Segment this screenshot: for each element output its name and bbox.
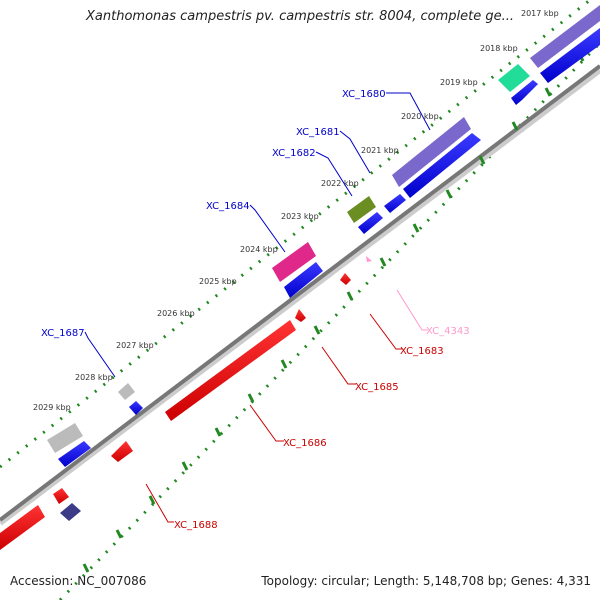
tick-label: 2029 kbp [33, 403, 71, 412]
tick-label: 2018 kbp [480, 44, 518, 53]
backbone [0, 64, 600, 522]
tick-label: 2017 kbp [521, 9, 559, 18]
feature-purple-XC_1680[interactable] [392, 117, 471, 187]
gene-label-XC_1685: XC_1685 [355, 382, 399, 393]
gene-labels: XC_1680 XC_1681 XC_1682 XC_1684 XC_1687 … [41, 89, 470, 531]
backbone-shadow [0, 67, 600, 526]
tick-label: 2020 kbp [401, 112, 439, 121]
tick-label: 2021 kbp [361, 146, 399, 155]
cds-forward[interactable] [58, 441, 91, 467]
cds-forward[interactable] [540, 28, 600, 83]
cds-reverse[interactable] [295, 309, 306, 322]
feature-olive[interactable] [347, 196, 376, 223]
tick-label: 2026 kbp [157, 309, 195, 318]
inner-ring-ticks [82, 52, 585, 573]
gene-label-XC_1688: XC_1688 [174, 520, 218, 531]
gene-label-XC_1686: XC_1686 [283, 438, 327, 449]
tick-labels: 2017 kbp 2018 kbp 2019 kbp 2020 kbp 2021… [33, 9, 559, 412]
feature-grey[interactable] [47, 423, 83, 453]
genome-summary: Topology: circular; Length: 5,148,708 bp… [261, 574, 591, 588]
map-title: Xanthomonas campestris pv. campestris st… [86, 9, 514, 24]
gene-label-XC_1681: XC_1681 [296, 127, 340, 138]
feature-pink-XC_4343[interactable] [366, 256, 372, 262]
gene-label-XC_1687: XC_1687 [41, 328, 85, 339]
gene-label-XC_1684: XC_1684 [206, 201, 250, 212]
gene-label-XC_4343: XC_4343 [426, 326, 470, 337]
gene-label-XC_1682: XC_1682 [272, 148, 316, 159]
callouts-reverse [145, 289, 428, 523]
tick-label: 2019 kbp [440, 78, 478, 87]
tick-label: 2025 kbp [199, 277, 237, 286]
gene-label-XC_1680: XC_1680 [342, 89, 386, 100]
cds-forward[interactable] [358, 212, 383, 234]
cds-reverse[interactable] [0, 505, 45, 550]
cds-forward-XC_1681[interactable] [403, 133, 481, 198]
tick-label: 2022 kbp [321, 179, 359, 188]
feature-purple-top[interactable] [530, 5, 600, 68]
tick-label: 2024 kbp [240, 245, 278, 254]
feature-magenta-XC_1684[interactable] [272, 242, 316, 282]
callouts-forward [84, 92, 431, 378]
tick-label: 2023 kbp [281, 212, 319, 221]
tick-label: 2028 kbp [75, 373, 113, 382]
feature-grey-XC_1687[interactable] [118, 383, 135, 400]
cds-forward[interactable] [511, 80, 538, 105]
accession-label: Accession: NC_007086 [10, 574, 147, 588]
cds-reverse-XC_1688[interactable] [53, 488, 69, 504]
cds-reverse-XC_1683[interactable] [340, 273, 351, 285]
feature-navy[interactable] [60, 503, 81, 521]
cds-reverse-XC_1686[interactable] [111, 441, 133, 462]
gene-label-XC_1683: XC_1683 [400, 346, 444, 357]
cds-forward-XC_1687[interactable] [129, 401, 143, 415]
tick-label: 2027 kbp [116, 341, 154, 350]
cds-forward-XC_1682[interactable] [384, 194, 406, 213]
cds-forward[interactable] [284, 262, 323, 298]
cds-reverse-XC_1685[interactable] [165, 320, 296, 421]
outer-ruler-ring [0, 0, 591, 469]
feature-teal[interactable] [498, 64, 530, 92]
